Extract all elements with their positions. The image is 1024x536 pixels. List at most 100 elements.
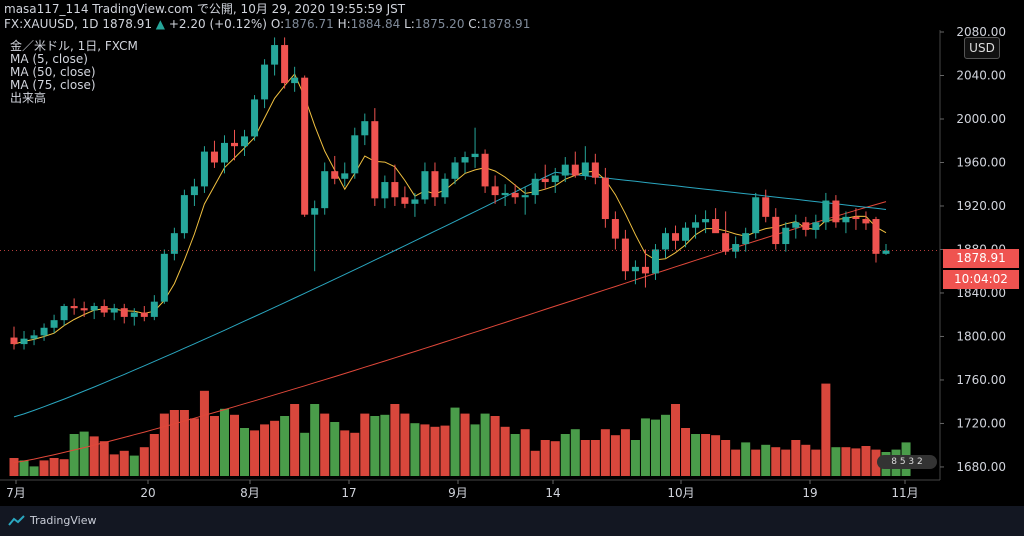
legend-ma50[interactable]: MA (50, close) — [10, 65, 96, 79]
candle-body — [231, 142, 239, 147]
candle-body — [471, 153, 479, 158]
candle-body — [431, 171, 439, 198]
price-tick-label: 2000.00 — [956, 112, 1006, 126]
volume-bar — [580, 440, 590, 476]
volume-bar — [380, 414, 390, 476]
candle-body — [541, 178, 549, 183]
price-chart[interactable]: 2080.002040.002000.001960.001920.001880.… — [0, 0, 1024, 506]
tradingview-logo-icon — [8, 514, 25, 526]
candle-body — [481, 153, 489, 187]
volume-bar — [620, 429, 630, 476]
candle-body — [331, 171, 339, 179]
candle-body — [90, 306, 98, 311]
volume-bar — [260, 424, 270, 476]
candle-body — [501, 192, 509, 196]
candle-body — [190, 186, 198, 196]
candle-body — [651, 249, 659, 274]
volume-bar — [500, 426, 510, 476]
volume-bar — [650, 419, 660, 476]
volume-bar — [99, 441, 109, 476]
candle-body — [371, 121, 379, 199]
candle-body — [411, 199, 419, 204]
volume-bar — [290, 404, 300, 476]
time-tick-label: 10月 — [667, 486, 694, 500]
volume-bar — [39, 460, 49, 476]
flag-icon[interactable]: 8 5 3 2 — [877, 455, 937, 469]
volume-bar — [801, 444, 811, 476]
low-value: 1875.20 — [414, 17, 465, 31]
footer-bar: TradingView — [0, 506, 1024, 536]
candle-body — [271, 45, 279, 65]
time-tick-label: 7月 — [6, 486, 26, 500]
close-value: 1878.91 — [480, 17, 531, 31]
time-tick-label: 9月 — [448, 486, 468, 500]
price-tick-label: 1800.00 — [956, 329, 1006, 343]
time-tick-label: 19 — [802, 486, 817, 500]
candle-body — [401, 197, 409, 204]
candle-body — [150, 301, 158, 317]
candle-body — [40, 327, 48, 336]
candle-body — [220, 142, 228, 163]
candle-body — [491, 186, 499, 196]
volume-bar — [440, 425, 450, 476]
volume-bar — [530, 450, 540, 476]
tradingview-logo[interactable]: TradingView — [8, 514, 96, 527]
price-tick-label: 1760.00 — [956, 373, 1006, 387]
volume-bar — [691, 434, 701, 476]
candle-body — [832, 200, 840, 223]
candle-body — [321, 171, 329, 209]
legend-volume[interactable]: 出来高 — [10, 91, 47, 105]
legend-ma75[interactable]: MA (75, close) — [10, 78, 96, 92]
candle-body — [70, 306, 78, 309]
volume-bar — [9, 458, 19, 476]
volume-bar — [79, 431, 89, 476]
volume-bar — [681, 428, 691, 476]
time-tick-label: 14 — [545, 486, 560, 500]
currency-button[interactable]: USD — [964, 37, 1000, 59]
symbol-label: FX:XAUUSD, 1D 1878.91 — [4, 17, 152, 31]
candle-body — [140, 312, 148, 317]
brand-name: TradingView — [30, 514, 97, 527]
volume-bar — [280, 416, 290, 476]
volume-bar — [771, 447, 781, 476]
volume-bar — [841, 447, 851, 476]
volume-bar — [450, 407, 460, 476]
candle-body — [210, 151, 218, 163]
volume-bar — [741, 442, 751, 476]
candle-body — [20, 338, 28, 345]
candle-body — [762, 197, 770, 217]
volume-bar — [640, 418, 650, 476]
volume-bar — [721, 440, 731, 476]
volume-bar — [89, 436, 99, 476]
volume-bar — [270, 420, 280, 476]
volume-bar — [851, 448, 861, 476]
candle-body — [591, 162, 599, 178]
candle-body — [521, 195, 529, 198]
ma5-line — [13, 73, 887, 345]
volume-bar — [330, 422, 340, 476]
time-axis: 7月 20 8月 17 9月 14 10月 19 11月 — [6, 480, 919, 500]
volume-bar — [671, 404, 681, 476]
volume-bar — [179, 410, 189, 476]
volume-bar — [230, 414, 240, 476]
candle-body — [551, 175, 559, 183]
legend-symbol[interactable]: 金／米ドル, 1日, FXCM — [10, 39, 138, 53]
candle-body — [722, 233, 730, 252]
candle-body — [301, 77, 309, 215]
volume-bar — [169, 410, 179, 476]
volume-bar — [660, 414, 670, 476]
candle-body — [641, 266, 649, 274]
volume-bar — [189, 418, 199, 476]
volume-bar — [861, 446, 871, 476]
volume-bar — [590, 440, 600, 476]
volume-bar — [761, 444, 771, 476]
legend-ma5[interactable]: MA (5, close) — [10, 52, 88, 66]
high-value: 1884.84 — [350, 17, 401, 31]
candle-body — [752, 197, 760, 234]
change-arrow-icon: ▲ — [155, 17, 166, 31]
volume-bar — [390, 404, 400, 476]
candle-body — [381, 182, 389, 199]
open-value: 1876.71 — [284, 17, 334, 31]
candle-body — [130, 312, 138, 317]
close-label: C: — [468, 17, 481, 31]
